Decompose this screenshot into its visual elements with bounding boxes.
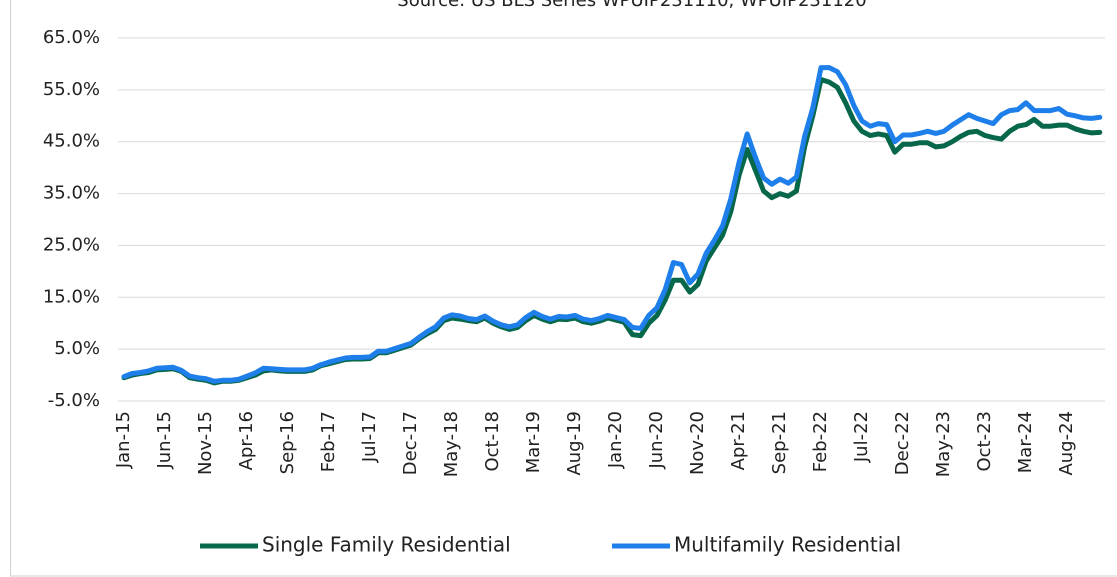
x-tick-label: Jan-15 bbox=[113, 411, 134, 469]
y-tick-label: 15.0% bbox=[43, 286, 100, 307]
x-tick-label: Oct-18 bbox=[482, 411, 503, 472]
legend-label: Single Family Residential bbox=[262, 533, 511, 557]
x-tick-label: Mar-19 bbox=[523, 411, 544, 473]
x-tick-label: Jun-15 bbox=[154, 411, 175, 470]
x-tick-label: Dec-17 bbox=[400, 411, 421, 475]
y-tick-label: 55.0% bbox=[43, 79, 100, 100]
line-series bbox=[121, 65, 1103, 384]
x-tick-label: Feb-17 bbox=[318, 411, 339, 472]
x-tick-label: Feb-22 bbox=[810, 411, 831, 472]
x-tick-label: Aug-24 bbox=[1056, 411, 1077, 476]
x-tick-label: Mar-24 bbox=[1015, 411, 1036, 473]
y-tick-label: 5.0% bbox=[54, 338, 100, 359]
y-tick-label: 45.0% bbox=[43, 131, 100, 152]
x-tick-label: Nov-20 bbox=[687, 411, 708, 475]
y-tick-label: 25.0% bbox=[43, 234, 100, 255]
chart-frame bbox=[10, 0, 1117, 577]
x-tick-label: Aug-19 bbox=[564, 411, 585, 476]
x-tick-label: Apr-16 bbox=[236, 411, 257, 470]
x-tick-label: Jul-22 bbox=[851, 411, 872, 463]
x-tick-label: Dec-22 bbox=[892, 411, 913, 475]
chart-subtitle: Source: US BLS Series WPUIP231110, WPUIP… bbox=[397, 0, 866, 11]
legend-label: Multifamily Residential bbox=[674, 533, 901, 557]
x-tick-label: May-18 bbox=[441, 411, 462, 477]
y-tick-label: -5.0% bbox=[48, 390, 100, 411]
y-tick-label: 65.0% bbox=[43, 27, 100, 48]
x-tick-label: Jul-17 bbox=[359, 411, 380, 463]
x-tick-label: Nov-15 bbox=[195, 411, 216, 475]
x-tick-label: Sep-16 bbox=[277, 411, 298, 474]
x-tick-label: Apr-21 bbox=[728, 411, 749, 470]
x-tick-label: Jan-20 bbox=[605, 411, 626, 469]
x-tick-label: May-23 bbox=[933, 411, 954, 477]
x-tick-label: Jun-20 bbox=[646, 411, 667, 470]
x-tick-label: Sep-21 bbox=[769, 411, 790, 474]
y-tick-label: 35.0% bbox=[43, 183, 100, 204]
x-tick-label: Oct-23 bbox=[974, 411, 995, 472]
